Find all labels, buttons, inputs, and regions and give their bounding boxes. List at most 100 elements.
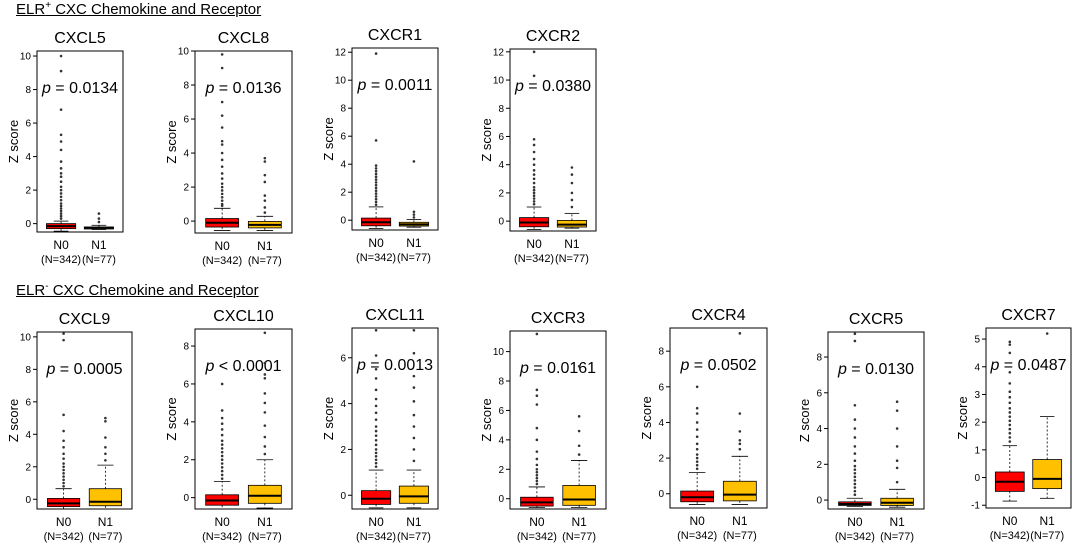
- box-n0: N0 (N=342): [202, 382, 242, 543]
- chart-title: CXCR7: [1001, 307, 1055, 324]
- outlier-point: [695, 463, 699, 467]
- y-tick-label: -1: [971, 501, 980, 512]
- outlier-point: [853, 482, 857, 486]
- x-group-count: (N=77): [880, 531, 914, 543]
- outlier-point: [263, 331, 267, 335]
- p-symbol: p: [519, 360, 529, 377]
- outlier-point: [532, 74, 536, 78]
- outlier-point: [374, 411, 378, 415]
- x-group-label: N1: [91, 238, 107, 252]
- outlier-point: [535, 473, 539, 477]
- x-group-label: N1: [406, 515, 422, 529]
- outlier-point: [59, 212, 63, 215]
- outlier-point: [374, 175, 378, 179]
- y-tick-label: 0: [816, 496, 822, 507]
- outlier-point: [570, 173, 574, 176]
- box-n0: N0 (N=342): [835, 332, 875, 543]
- outlier-point: [895, 466, 899, 470]
- box-iqr: [1032, 459, 1063, 490]
- outlier-point: [374, 451, 378, 455]
- p-symbol: p: [204, 80, 214, 97]
- outlier-point: [570, 191, 574, 195]
- box-n1: N1 (N=77): [248, 156, 282, 267]
- chart-panel-cxcl8: CXCL8 Z score 0 2 4 6 8 10 p = 0.0136 N0 (N=342) N1…: [164, 30, 293, 267]
- y-tick-label: 6: [340, 353, 346, 364]
- outlier-point: [1008, 436, 1012, 439]
- outlier-point: [853, 339, 857, 343]
- outlier-point: [695, 442, 699, 446]
- outlier-point: [853, 418, 857, 421]
- outlier-point: [532, 202, 536, 206]
- x-group-count: (N=77): [1030, 530, 1064, 542]
- outlier-point: [59, 188, 63, 192]
- outlier-point: [62, 471, 65, 475]
- outlier-point: [374, 164, 378, 167]
- outlier-point: [62, 413, 65, 417]
- chart-panel-cxcr1: CXCR1 Z score 0 2 4 6 8 10 12 p = 0.0011 N0 (N=342)…: [321, 27, 439, 264]
- outlier-point: [535, 463, 539, 467]
- outlier-point: [853, 459, 857, 463]
- p-value-label: p = 0.0130: [837, 361, 914, 378]
- outlier-point: [220, 126, 224, 129]
- chart-panel-cxcr4: CXCR4 Z score 0 2 4 6 8 p = 0.0502 N0 (N=342) N1 (N…: [639, 307, 768, 542]
- outlier-point: [62, 468, 65, 472]
- y-tick-label: 4: [658, 418, 664, 429]
- x-group-count: (N=77): [82, 254, 116, 266]
- x-group-label: N1: [257, 239, 273, 253]
- outlier-point: [374, 200, 378, 204]
- outlier-point: [412, 386, 416, 389]
- outlier-point: [535, 388, 539, 392]
- outlier-point: [532, 185, 536, 189]
- outlier-point: [570, 205, 574, 209]
- chart-panel-cxcl10: CXCL10 Z score 0 2 4 6 8 p < 0.0001 N0 (N=342) N1 (…: [164, 308, 293, 543]
- p-value-label: p = 0.0134: [41, 80, 118, 97]
- outlier-point: [535, 450, 539, 453]
- chart-panel-cxcl9: CXCL9 Z score 0 2 4 6 8 10 p = 0.0005 N0 (N=342) N1…: [6, 311, 133, 543]
- outlier-point: [535, 457, 539, 461]
- x-group-count: (N=77): [397, 252, 431, 264]
- y-tick-label: 4: [25, 430, 31, 441]
- box-n0: N0 (N=342): [356, 328, 396, 543]
- y-tick-label: 8: [183, 342, 189, 353]
- y-axis-label: Z score: [479, 118, 494, 161]
- outlier-point: [1008, 423, 1012, 427]
- outlier-point: [535, 394, 539, 398]
- outlier-point: [853, 445, 857, 448]
- y-tick-label: 10: [493, 347, 505, 358]
- outlier-point: [412, 328, 416, 332]
- plot-frame: [36, 50, 124, 233]
- outlier-point: [220, 428, 224, 431]
- outlier-point: [220, 454, 224, 458]
- outlier-point: [59, 140, 63, 143]
- y-tick-label: 0: [25, 219, 31, 230]
- y-tick-label: 6: [25, 119, 31, 130]
- outlier-point: [1008, 343, 1012, 346]
- outlier-point: [97, 220, 101, 224]
- outlier-point: [374, 52, 378, 55]
- outlier-point: [220, 458, 224, 462]
- y-tick-label: 2: [183, 183, 189, 194]
- y-axis-label: Z score: [639, 396, 654, 439]
- p-value-label: p < 0.0001: [204, 358, 281, 375]
- p-value-text: = 0.0134: [51, 80, 118, 97]
- y-axis-label: Z score: [955, 396, 970, 439]
- outlier-point: [59, 209, 63, 213]
- outlier-point: [577, 444, 581, 448]
- y-tick-label: 3: [974, 390, 980, 401]
- y-tick-label: 8: [498, 104, 504, 115]
- x-group-count: (N=77): [562, 531, 596, 543]
- y-tick-label: 4: [183, 417, 189, 428]
- outlier-point: [532, 169, 536, 172]
- y-tick-label: 8: [816, 353, 822, 364]
- outlier-point: [220, 139, 224, 143]
- y-tick-label: 2: [25, 462, 31, 473]
- outlier-point: [62, 457, 65, 460]
- outlier-point: [695, 412, 699, 415]
- x-group-label: N0: [529, 515, 545, 529]
- outlier-point: [853, 452, 857, 455]
- box-n0: N0 (N=342): [990, 340, 1030, 542]
- outlier-point: [59, 198, 63, 202]
- outlier-point: [59, 192, 63, 195]
- outlier-point: [62, 484, 65, 488]
- outlier-point: [374, 186, 378, 190]
